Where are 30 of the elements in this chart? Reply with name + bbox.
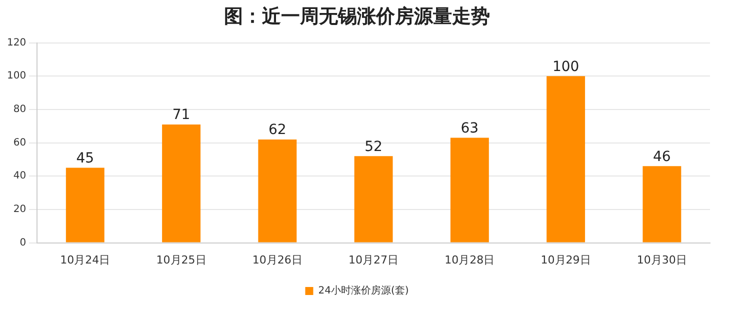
y-tick-label: 120	[6, 37, 26, 48]
bar	[258, 139, 297, 242]
data-label: 63	[460, 120, 479, 136]
y-tick-label: 0	[20, 237, 26, 248]
y-tick-label: 100	[6, 70, 26, 82]
bar	[354, 156, 393, 242]
data-label: 52	[364, 138, 382, 155]
y-tick-label: 80	[13, 104, 26, 116]
y-tick-label: 40	[13, 170, 26, 182]
x-tick-label: 10月27日	[348, 253, 399, 266]
x-tick-label: 10月25日	[156, 253, 206, 266]
data-label: 71	[172, 107, 190, 124]
y-tick-label: 20	[13, 204, 26, 216]
bar	[546, 76, 586, 242]
x-tick-label: 10月30日	[636, 253, 687, 266]
x-tick-label: 10月26日	[252, 253, 302, 266]
bar	[66, 168, 104, 242]
legend-label: 24小时涨价房源(套)	[318, 284, 409, 297]
data-label: 45	[76, 150, 94, 166]
y-tick-label: 60	[13, 137, 26, 148]
x-tick-label: 10月29日	[540, 253, 591, 266]
x-tick-label: 10月24日	[60, 253, 110, 266]
data-label: 62	[268, 122, 286, 138]
data-label: 46	[653, 148, 671, 165]
bar	[450, 138, 489, 242]
chart-title: 图：近一周无锡涨价房源量走势	[224, 5, 490, 28]
data-label: 100	[552, 58, 580, 75]
bar	[162, 124, 201, 242]
x-tick-label: 10月28日	[444, 253, 495, 266]
bar	[642, 166, 682, 242]
